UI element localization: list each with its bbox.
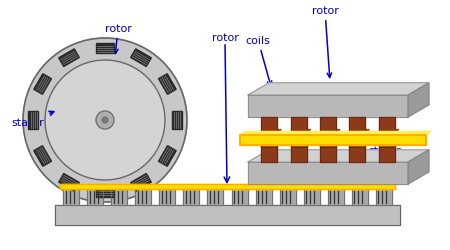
- Polygon shape: [349, 132, 365, 162]
- Polygon shape: [240, 135, 426, 145]
- Circle shape: [23, 39, 187, 202]
- Circle shape: [45, 61, 165, 180]
- Polygon shape: [248, 96, 408, 118]
- Text: rotor: rotor: [311, 6, 338, 78]
- Polygon shape: [58, 174, 79, 192]
- Polygon shape: [376, 189, 392, 205]
- Polygon shape: [158, 74, 176, 95]
- Polygon shape: [328, 189, 344, 205]
- Polygon shape: [63, 189, 79, 205]
- Polygon shape: [96, 44, 114, 54]
- Polygon shape: [320, 130, 340, 132]
- Polygon shape: [232, 189, 248, 205]
- Text: stator: stator: [12, 112, 54, 128]
- Polygon shape: [248, 84, 429, 96]
- Text: rotor: rotor: [212, 33, 239, 43]
- Polygon shape: [256, 189, 272, 205]
- Polygon shape: [378, 130, 399, 132]
- Circle shape: [96, 112, 114, 130]
- Polygon shape: [55, 205, 400, 225]
- Polygon shape: [349, 118, 365, 148]
- Polygon shape: [158, 146, 176, 167]
- Polygon shape: [248, 162, 408, 184]
- Polygon shape: [261, 132, 277, 162]
- Polygon shape: [159, 189, 176, 205]
- Polygon shape: [320, 132, 336, 162]
- Polygon shape: [130, 174, 151, 192]
- Polygon shape: [378, 118, 395, 148]
- Text: stator: stator: [369, 146, 401, 162]
- Polygon shape: [304, 189, 320, 205]
- Polygon shape: [184, 189, 199, 205]
- Polygon shape: [261, 118, 277, 148]
- Polygon shape: [87, 189, 103, 205]
- Polygon shape: [240, 132, 431, 135]
- Polygon shape: [135, 189, 151, 205]
- Polygon shape: [352, 189, 368, 205]
- Polygon shape: [291, 118, 306, 148]
- Polygon shape: [291, 130, 311, 132]
- Polygon shape: [261, 130, 282, 132]
- Polygon shape: [34, 146, 51, 167]
- Polygon shape: [130, 50, 151, 67]
- Polygon shape: [408, 150, 429, 184]
- Circle shape: [102, 118, 108, 124]
- Polygon shape: [58, 50, 79, 67]
- Polygon shape: [111, 189, 127, 205]
- Text: rotor: rotor: [104, 24, 131, 54]
- Polygon shape: [279, 189, 296, 205]
- Polygon shape: [207, 189, 224, 205]
- Polygon shape: [248, 150, 429, 162]
- Polygon shape: [172, 112, 182, 130]
- Polygon shape: [96, 187, 114, 197]
- Polygon shape: [320, 118, 336, 148]
- Polygon shape: [378, 132, 395, 162]
- Polygon shape: [408, 84, 429, 117]
- Polygon shape: [28, 112, 38, 130]
- Polygon shape: [291, 132, 306, 162]
- Polygon shape: [34, 74, 51, 95]
- Text: coils: coils: [246, 36, 272, 86]
- Polygon shape: [349, 130, 369, 132]
- Polygon shape: [60, 184, 395, 189]
